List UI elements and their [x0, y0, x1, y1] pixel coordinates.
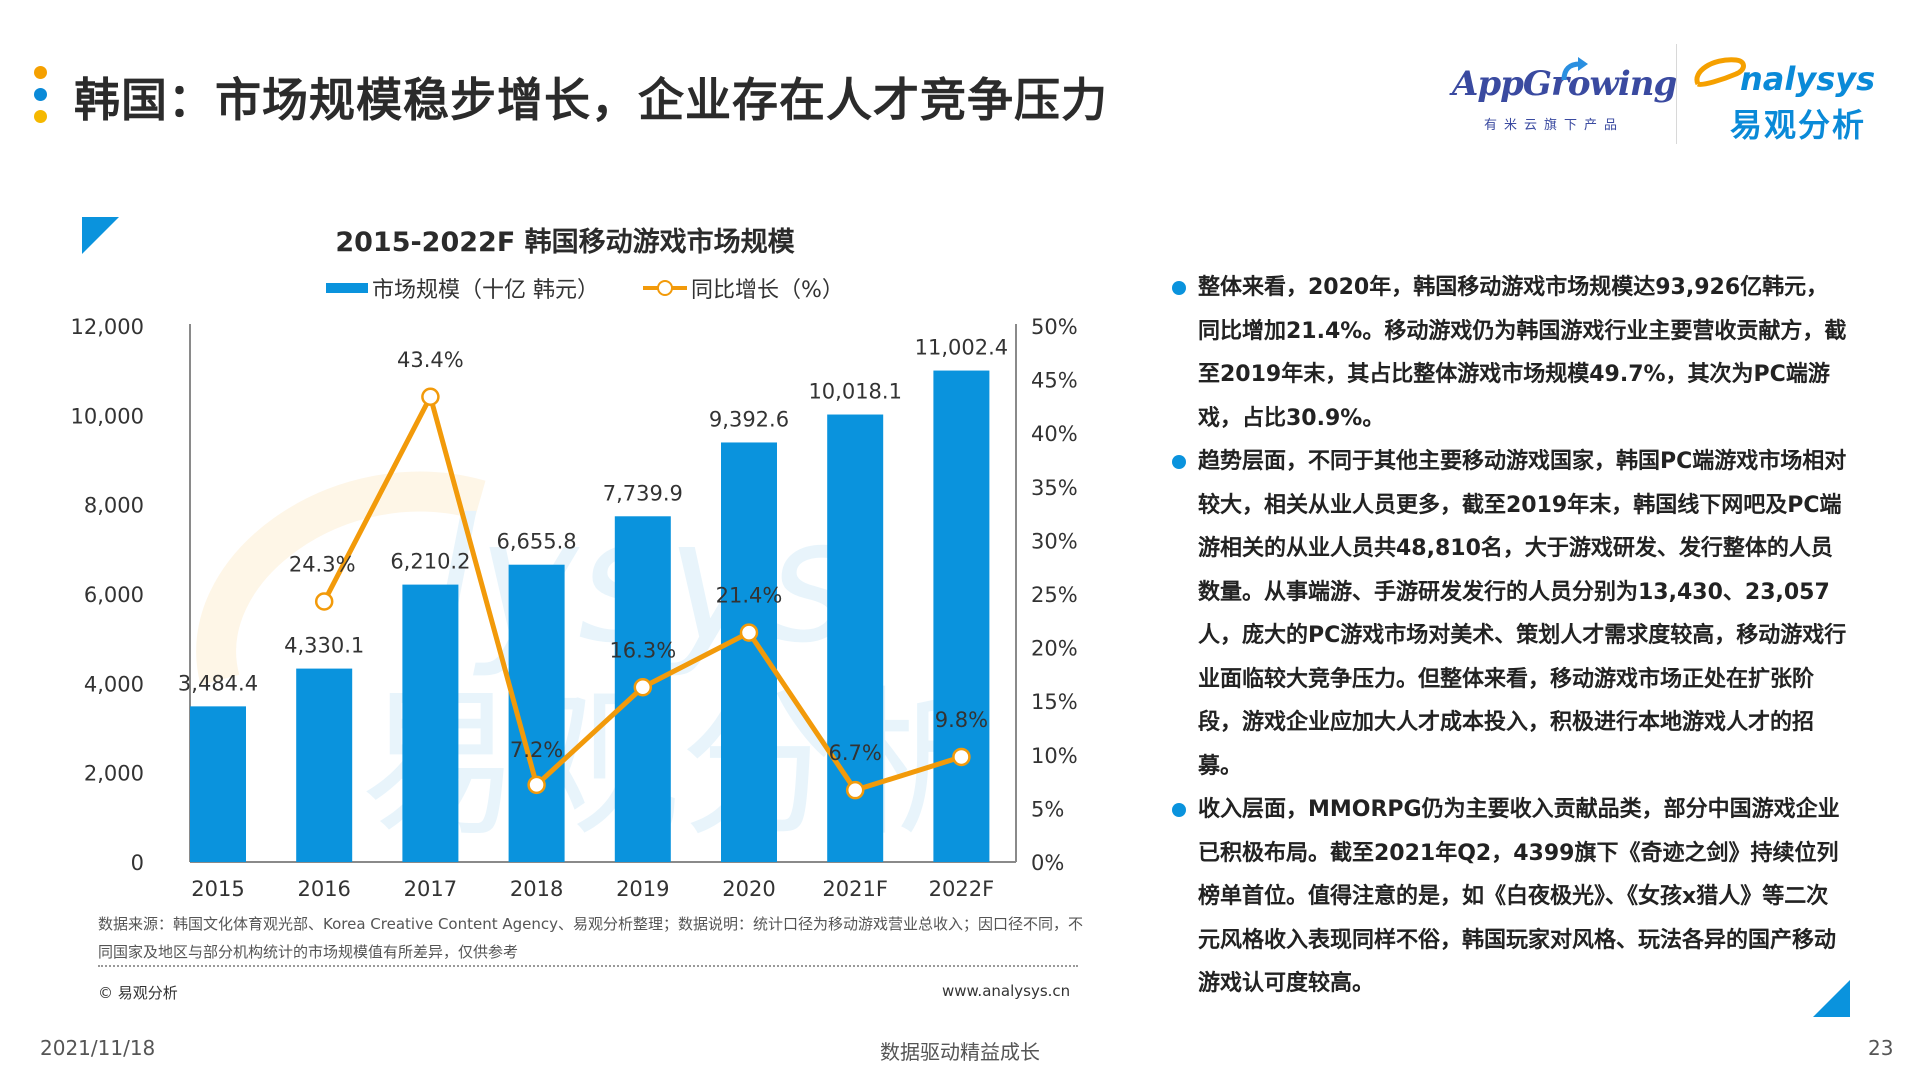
legend-bar-swatch [326, 283, 368, 293]
bar-value-label: 6,210.2 [390, 550, 470, 574]
right-tick-label: 0% [1031, 851, 1064, 875]
right-tick-label: 15% [1031, 690, 1078, 714]
x-tick-label: 2020 [722, 877, 775, 901]
left-tick-label: 8,000 [84, 494, 144, 518]
growth-value-label: 9.8% [935, 708, 988, 732]
left-tick-label: 10,000 [71, 404, 144, 428]
copyright-text: © 易观分析 [98, 984, 178, 1002]
bar-2015 [190, 706, 246, 862]
left-tick-label: 0 [131, 851, 144, 875]
logo-divider [1676, 44, 1677, 144]
bar-value-label: 11,002.4 [915, 336, 1009, 360]
growth-arrow-icon [1561, 57, 1588, 81]
growth-value-label: 21.4% [716, 584, 783, 608]
analysis-panel: 整体来看，2020年，韩国移动游戏市场规模达93,926亿韩元，同比增加21.4… [1170, 266, 1850, 1006]
growth-value-label: 16.3% [609, 638, 676, 662]
bullet-overall: 整体来看，2020年，韩国移动游戏市场规模达93,926亿韩元，同比增加21.4… [1170, 266, 1850, 440]
bullet-dot-icon [1172, 281, 1186, 295]
footer-date: 2021/11/18 [40, 1036, 156, 1060]
corner-triangle-bottom-right [1813, 980, 1850, 1017]
bar-2022F [933, 370, 990, 862]
growth-point-2021F [845, 780, 865, 800]
bar-value-label: 6,655.8 [497, 530, 577, 554]
right-tick-label: 50% [1031, 315, 1078, 339]
page-number: 23 [1868, 1036, 1894, 1060]
bar-2016 [296, 668, 353, 862]
legend-line-swatch [643, 280, 687, 296]
appgrowing-logo: AppGrowing 有米云旗下产品 [1440, 56, 1677, 136]
right-tick-label: 40% [1031, 422, 1078, 446]
data-source-note: 数据来源：韩国文化体育观光部、Korea Creative Content Ag… [98, 915, 1084, 961]
dot-yellow [34, 110, 47, 123]
left-tick-label: 6,000 [84, 583, 144, 607]
growth-point-2018 [527, 775, 546, 795]
bullet-trend: 趋势层面，不同于其他主要移动游戏国家，韩国PC端游戏市场相对较大，相关从业人员更… [1170, 440, 1850, 788]
growth-point-2017 [421, 387, 440, 407]
bullet-text: 趋势层面，不同于其他主要移动游戏国家，韩国PC端游戏市场相对较大，相关从业人员更… [1198, 449, 1847, 779]
right-tick-label: 30% [1031, 529, 1078, 553]
right-tick-label: 5% [1031, 797, 1064, 821]
right-tick-label: 25% [1031, 583, 1078, 607]
x-tick-label: 2017 [404, 877, 457, 901]
chart-legend: 市场规模（十亿 韩元） 同比增长（%） [326, 273, 844, 303]
title-dots-decoration [34, 66, 48, 126]
bullet-revenue: 收入层面，MMORPG仍为主要收入贡献品类，部分中国游戏企业已积极布局。截至20… [1170, 788, 1850, 1006]
bullet-dot-icon [1172, 455, 1186, 469]
legend-label-growth: 同比增长（%） [691, 278, 844, 303]
growth-point-2016 [314, 592, 334, 611]
growth-point-2019 [633, 678, 653, 697]
x-tick-label: 2021F [822, 877, 888, 901]
x-tick-label: 2015 [191, 877, 244, 901]
website-link[interactable]: www.analysys.cn [942, 982, 1071, 1000]
x-tick-label: 2018 [510, 877, 563, 901]
bar-value-label: 9,392.6 [709, 407, 789, 431]
dot-blue [34, 88, 47, 101]
bar-value-label: 3,484.4 [178, 671, 258, 695]
analysys-wordmark: nalysys [1740, 60, 1876, 98]
bar-value-label: 7,739.9 [603, 481, 683, 505]
growth-value-label: 24.3% [289, 553, 356, 577]
left-tick-label: 12,000 [71, 315, 144, 339]
chart-title: 2015-2022F 韩国移动游戏市场规模 [335, 227, 795, 258]
bar-2020 [721, 442, 777, 862]
growth-point-2022F [952, 747, 971, 767]
growth-value-label: 7.2% [510, 738, 563, 762]
bullet-dot-icon [1172, 803, 1186, 817]
right-tick-label: 35% [1031, 476, 1078, 500]
right-tick-label: 45% [1031, 369, 1078, 393]
dot-orange [34, 66, 47, 79]
analysys-logo: nalysys 易观分析 [1690, 46, 1920, 146]
analysys-chinese-name: 易观分析 [1730, 106, 1867, 144]
page-title: 韩国：市场规模稳步增长，企业存在人才竞争压力 [74, 73, 1108, 127]
bar-value-label: 10,018.1 [808, 380, 902, 404]
left-tick-label: 2,000 [84, 762, 144, 786]
analysys-swoosh-icon [1694, 57, 1746, 87]
growth-value-label: 43.4% [397, 348, 464, 372]
corner-triangle-top-left [82, 217, 119, 254]
bullet-text: 整体来看，2020年，韩国移动游戏市场规模达93,926亿韩元，同比增加21.4… [1198, 275, 1847, 431]
dotted-divider [98, 965, 1078, 967]
bullet-text: 收入层面，MMORPG仍为主要收入贡献品类，部分中国游戏企业已积极布局。截至20… [1198, 797, 1840, 996]
left-tick-label: 4,000 [84, 672, 144, 696]
growth-value-label: 6.7% [829, 741, 882, 765]
bar-value-label: 4,330.1 [284, 634, 364, 658]
right-tick-label: 20% [1031, 637, 1078, 661]
bar-2017 [402, 584, 459, 862]
growth-point-2020 [739, 623, 759, 642]
x-tick-label: 2016 [297, 877, 350, 901]
legend-label-market-size: 市场规模（十亿 韩元） [372, 278, 599, 303]
footer-slogan: 数据驱动精益成长 [880, 1040, 1040, 1064]
appgrowing-subtitle: 有米云旗下产品 [1484, 118, 1625, 133]
x-tick-label: 2019 [616, 877, 669, 901]
right-tick-label: 10% [1031, 744, 1078, 768]
x-tick-label: 2022F [929, 877, 995, 901]
